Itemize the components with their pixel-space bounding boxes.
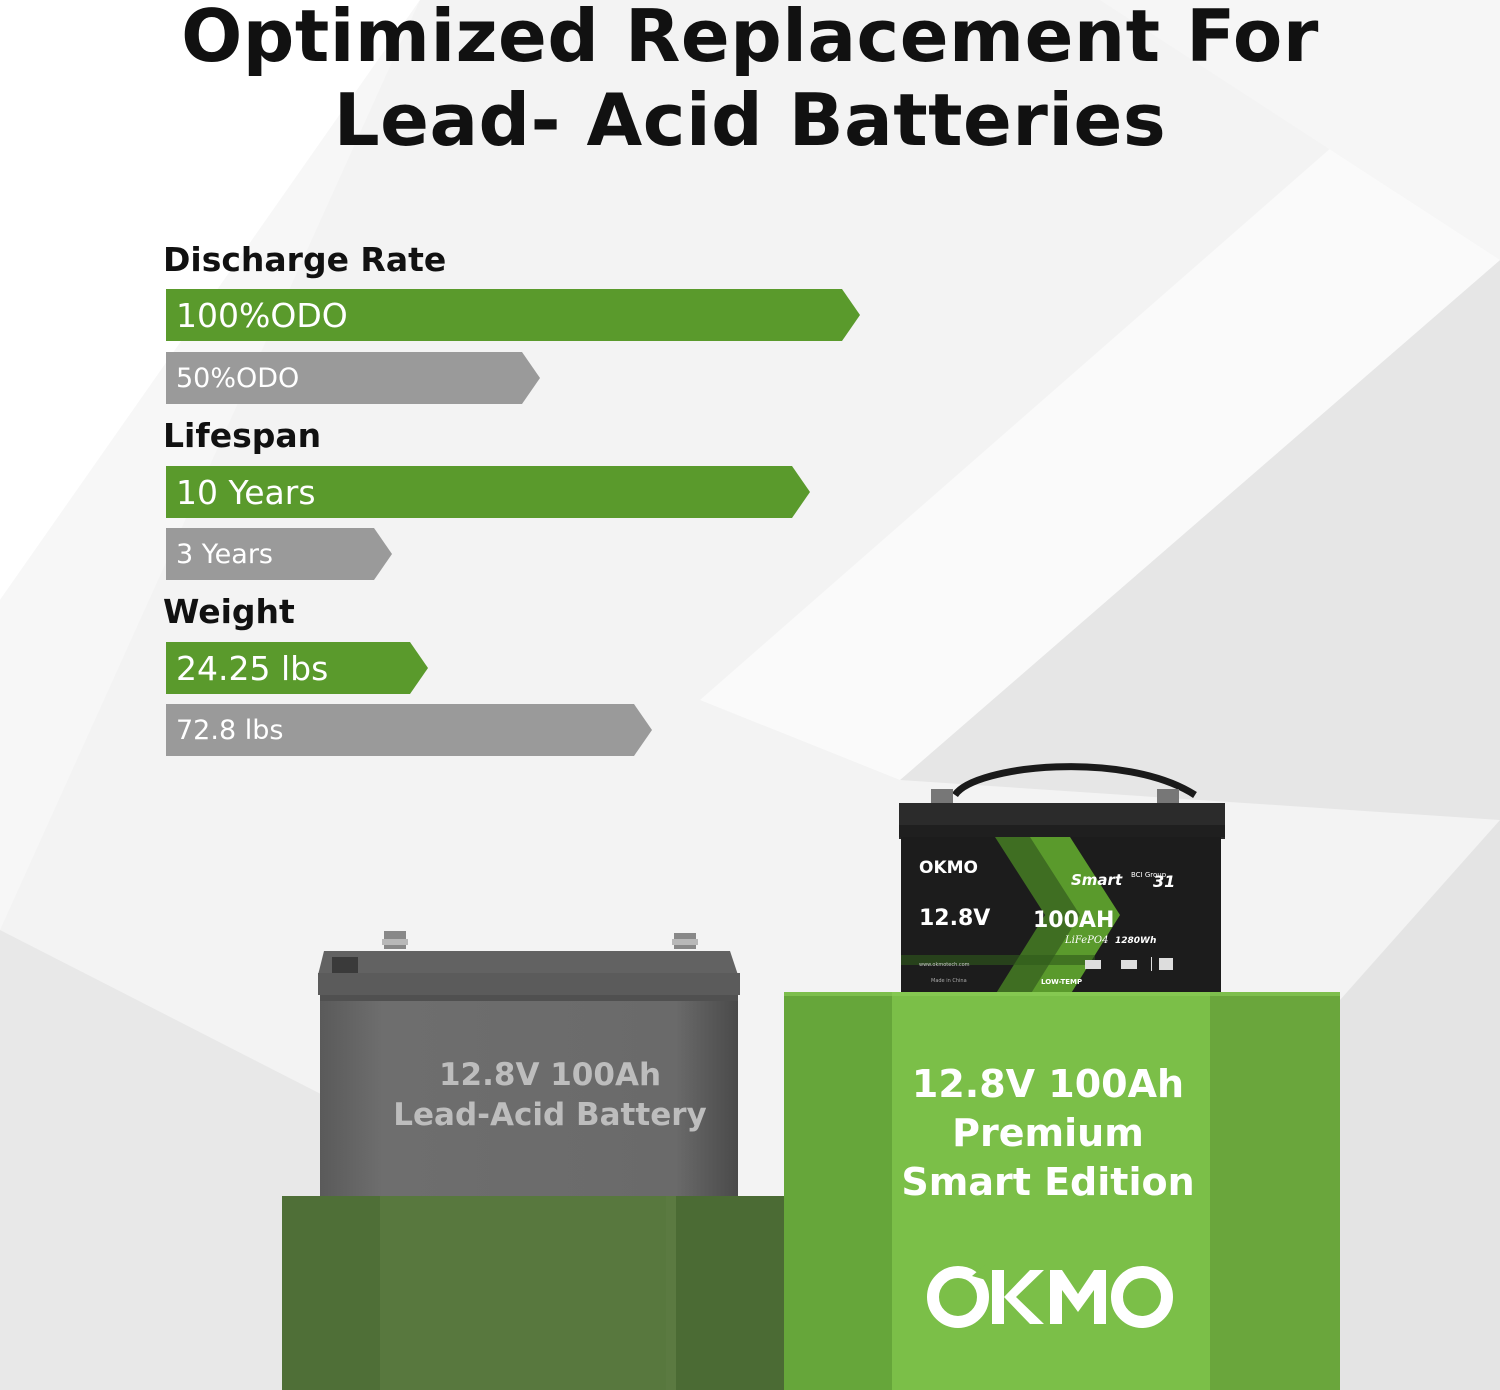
bar-label: 72.8 lbs (176, 714, 284, 746)
okmo-product-label: 12.8V 100Ah Premium Smart Edition (868, 1060, 1228, 1207)
battery-group: 31 (1153, 872, 1175, 891)
bar-discharge-lead-acid: 50%ODO (166, 352, 540, 404)
bar-label: 3 Years (176, 538, 273, 570)
bar-label: 50%ODO (176, 362, 300, 394)
bar-label: 24.25 lbs (176, 648, 329, 688)
bar-discharge-okmo: 100%ODO (166, 289, 860, 341)
battery-energy: 1280Wh (1115, 936, 1156, 946)
battery-voltage: 12.8V (919, 906, 990, 931)
bar-lifespan-lead-acid: 3 Years (166, 528, 392, 580)
okmo-smart-battery-image: OKMO Smart BCI Group 31 12.8V 100AH LiFe… (899, 763, 1225, 995)
lead-acid-battery-image (318, 931, 740, 1205)
page-title: Optimized Replacement For Lead- Acid Bat… (0, 0, 1500, 162)
battery-feature: LOW-TEMP (1041, 978, 1082, 986)
battery-certification-icons (1085, 957, 1173, 971)
battery-brand: OKMO (919, 858, 978, 878)
lead-acid-label-line1: 12.8V 100Ah (438, 1057, 662, 1093)
battery-website: www.okmotech.com (919, 962, 970, 968)
okmo-product-label-line3: Smart Edition (901, 1160, 1195, 1204)
bar-weight-lead-acid: 72.8 lbs (166, 704, 652, 756)
category-discharge-rate: Discharge Rate (163, 240, 447, 279)
category-weight: Weight (163, 592, 295, 631)
page-title-line1: Optimized Replacement For (181, 0, 1319, 78)
lead-acid-pedestal (282, 1196, 784, 1390)
okmo-product-label-line1: 12.8V 100Ah (911, 1062, 1185, 1106)
bar-weight-okmo: 24.25 lbs (166, 642, 428, 694)
battery-origin: Made in China (931, 978, 967, 984)
lead-acid-label: 12.8V 100Ah Lead-Acid Battery (330, 1055, 770, 1135)
battery-chemistry: LiFePO4 (1064, 935, 1108, 946)
category-lifespan: Lifespan (163, 416, 322, 455)
battery-group-prefix: BCI Group (1131, 871, 1167, 879)
okmo-product-label-line2: Premium (952, 1111, 1144, 1155)
okmo-logo (927, 1264, 1173, 1328)
lead-acid-label-line2: Lead-Acid Battery (393, 1097, 707, 1133)
battery-capacity: 100AH (1033, 908, 1114, 933)
page-title-line2: Lead- Acid Batteries (333, 78, 1167, 162)
battery-smart: Smart (1071, 871, 1123, 889)
bar-label: 100%ODO (176, 295, 348, 335)
bar-lifespan-okmo: 10 Years (166, 466, 810, 518)
bar-label: 10 Years (176, 472, 316, 512)
